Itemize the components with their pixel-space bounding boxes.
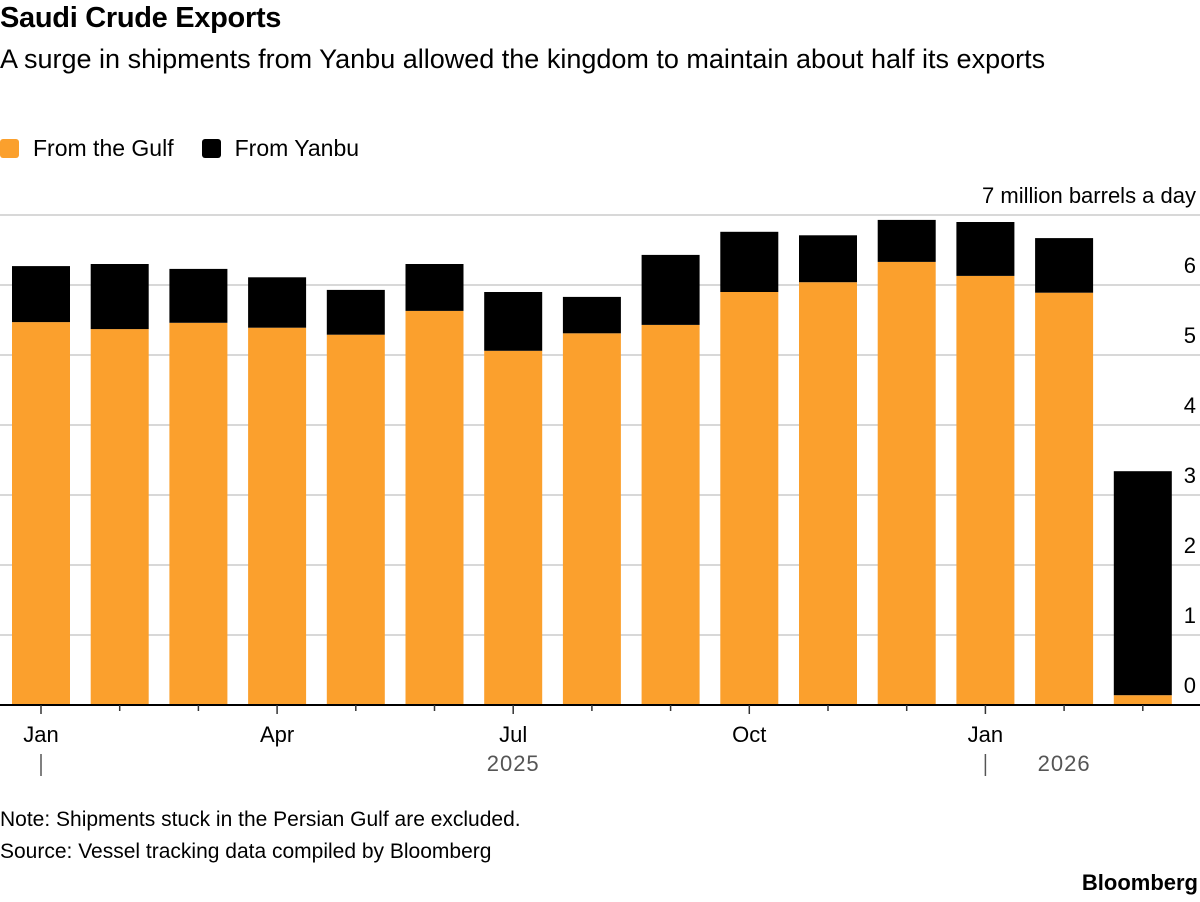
bar-segment-yanbu (641, 254, 700, 325)
bar-segment-gulf (169, 322, 228, 705)
bar-segment-gulf (1113, 695, 1172, 705)
x-tick-label: Apr (260, 722, 294, 747)
bar-segment-gulf (12, 322, 70, 705)
chart-plot: 0 1 2 3 4 5 6 7 million barrels a day Jan Apr Jul O… (0, 183, 1200, 776)
bar-segment-yanbu (720, 231, 779, 292)
bar-segment-gulf (720, 292, 779, 705)
x-tick-label: Jan (968, 722, 1003, 747)
bar-segment-yanbu (90, 264, 149, 330)
bar-segment-gulf (877, 261, 936, 705)
y-tick-label: 0 (1184, 673, 1196, 698)
bar-segment-gulf (248, 327, 307, 705)
bar-segment-gulf (484, 350, 543, 705)
bar-segment-yanbu (169, 268, 228, 323)
chart-title: Saudi Crude Exports (0, 2, 282, 34)
bar-segment-gulf (799, 282, 857, 705)
bar-segment-yanbu (799, 235, 857, 283)
bar-segment-yanbu (956, 222, 1015, 276)
y-tick-label: 6 (1184, 253, 1196, 278)
bar-segment-gulf (405, 310, 464, 705)
bar-segment-gulf (956, 275, 1015, 705)
legend-item-gulf: From the Gulf (0, 135, 174, 162)
bar-segment-yanbu (562, 296, 621, 334)
bloomberg-logo: Bloomberg (1081, 870, 1198, 895)
chart-source: Source: Vessel tracking data compiled by… (0, 840, 492, 863)
legend-swatch-yanbu (201, 139, 221, 158)
bar-segment-gulf (1035, 292, 1094, 705)
bar-segment-yanbu (326, 289, 385, 335)
bar-segment-gulf (641, 324, 700, 705)
bar-segment-yanbu (877, 219, 936, 262)
bar-segment-gulf (562, 333, 621, 705)
bar-segment-yanbu (1035, 238, 1094, 293)
y-tick-label: 4 (1184, 393, 1196, 418)
bar-segment-gulf (90, 329, 149, 705)
legend-item-yanbu: From Yanbu (201, 135, 360, 162)
legend-label-gulf: From the Gulf (33, 135, 174, 161)
chart-note: Note: Shipments stuck in the Persian Gul… (0, 808, 521, 831)
y-tick-label: 5 (1184, 323, 1196, 348)
legend-label-yanbu: From Yanbu (234, 135, 360, 161)
bar-segment-yanbu (248, 277, 307, 328)
y-tick-label: 7 million barrels a day (982, 183, 1196, 208)
y-tick-label: 2 (1184, 533, 1196, 558)
x-tick-label: Jul (499, 722, 527, 747)
bar-segment-gulf (326, 334, 385, 705)
bar-segment-yanbu (484, 292, 543, 351)
legend: From the Gulf From Yanbu (0, 135, 387, 162)
y-tick-label: 1 (1184, 603, 1196, 628)
chart-subtitle: A surge in shipments from Yanbu allowed … (0, 44, 1046, 74)
x-tick-label: Jan (23, 722, 58, 747)
legend-swatch-gulf (0, 139, 19, 158)
x-tick-label: Oct (732, 722, 766, 747)
bar-segment-yanbu (12, 266, 70, 323)
bar-segment-yanbu (405, 264, 464, 311)
y-tick-label: 3 (1184, 463, 1196, 488)
year-label: 2026 (1038, 751, 1091, 776)
bar-segment-yanbu (1113, 471, 1172, 696)
year-label: 2025 (487, 751, 540, 776)
